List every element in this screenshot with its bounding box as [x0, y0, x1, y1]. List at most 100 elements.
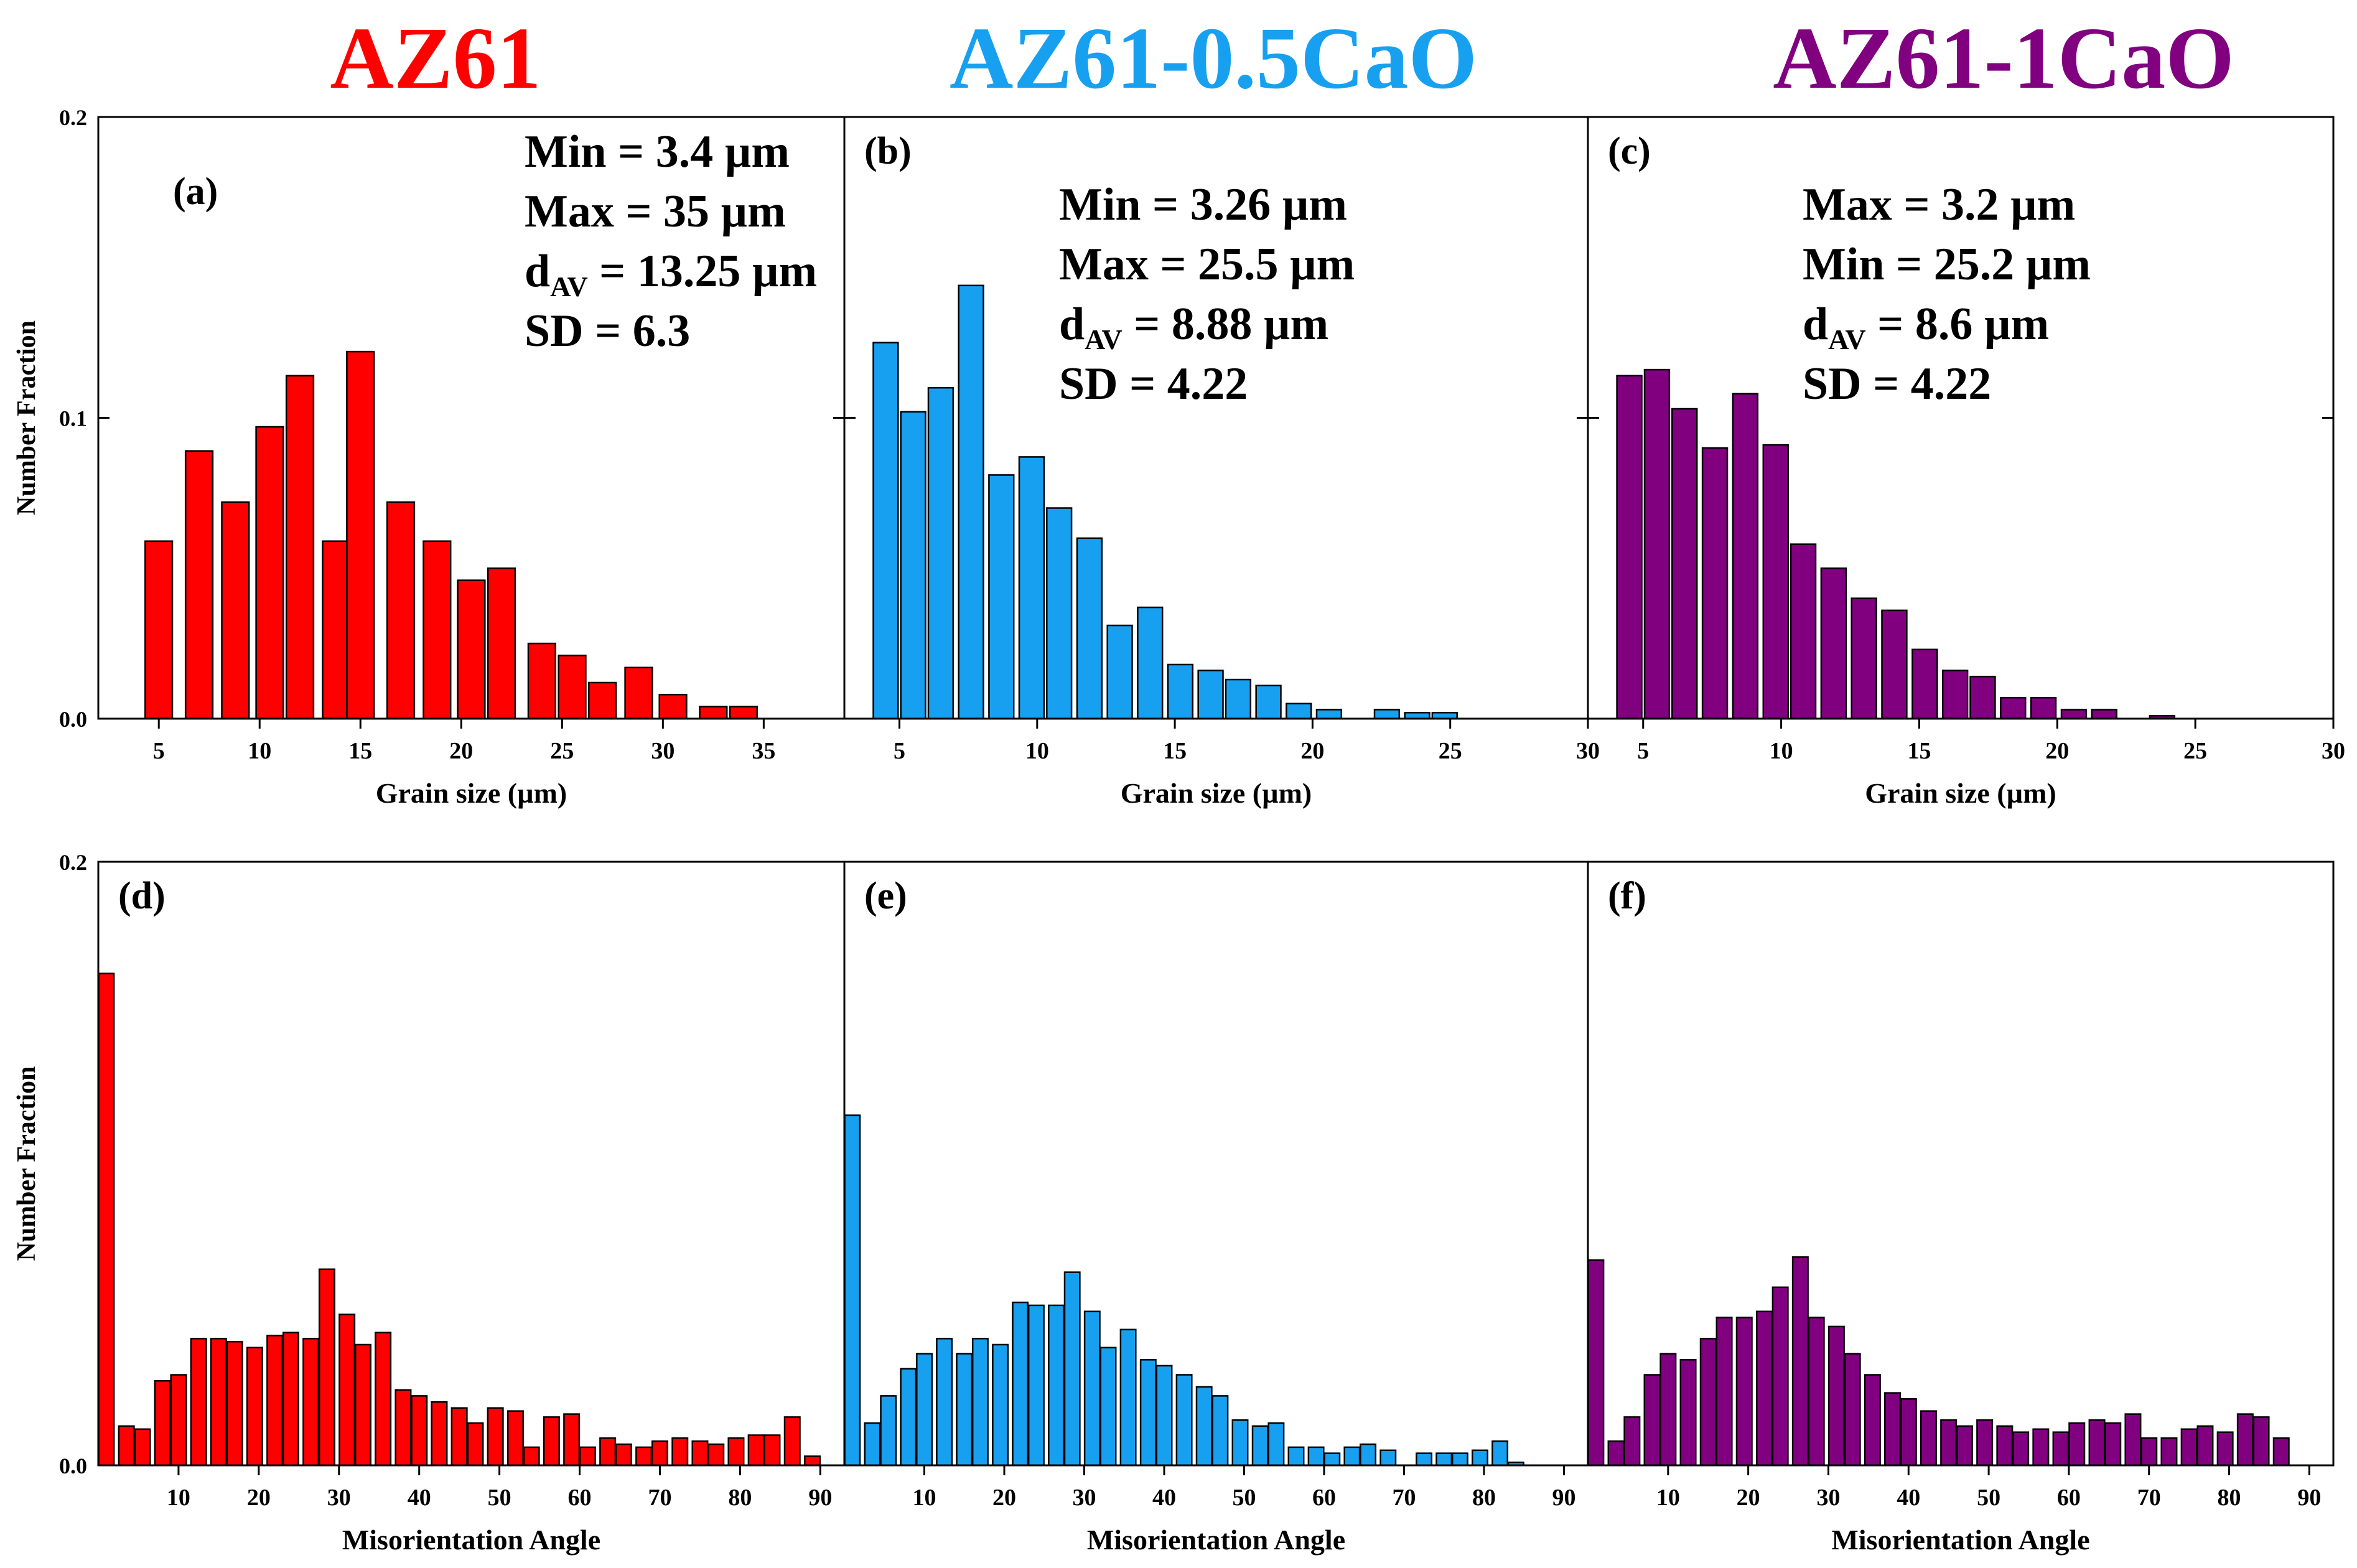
stat-a-2: dAV = 13.25 µm [525, 246, 817, 302]
bar-a-7 [386, 501, 416, 720]
panel-c: 5 10 15 20 25 30 Grain size (µm) (c) Max = 3.2 µ… [1587, 116, 2345, 809]
bar-d-34 [727, 1437, 745, 1467]
xlabel-c: Grain size (µm) [1865, 777, 2056, 809]
title-az61-1cao: AZ61-1CaO [1773, 9, 2234, 107]
bar-f-15 [1864, 1374, 1881, 1467]
bar-e-16 [1139, 1359, 1157, 1467]
xtick-label-b-15: 15 [1163, 738, 1187, 764]
ylabel-a: Number Fraction [12, 320, 41, 515]
bar-e-28 [1360, 1443, 1377, 1467]
ytick-label-a-0.2: 0.2 [59, 105, 87, 130]
xtick-label-b-5: 5 [894, 738, 905, 764]
bar-e-0 [844, 1114, 861, 1467]
bar-f-25 [2052, 1431, 2070, 1467]
xtick-label-b-30: 30 [1576, 738, 1600, 764]
bar-b-11 [1197, 670, 1224, 720]
bar-f-29 [2124, 1413, 2142, 1467]
xtick-label-a-35: 35 [752, 738, 775, 764]
xtick-label-b-10: 10 [1025, 738, 1049, 764]
bar-b-7 [1076, 537, 1103, 720]
xtick-label-d-30: 30 [327, 1485, 351, 1511]
bar-e-11 [1048, 1304, 1065, 1467]
bar-a-9 [457, 579, 486, 720]
xtick-label-f-50: 50 [1977, 1485, 2000, 1511]
bar-c-5 [1762, 444, 1789, 720]
panel-f: 10 20 30 40 50 60 70 80 90 Misorientation Angle (f… [1587, 861, 2335, 1556]
xtick-label-d-90: 90 [808, 1485, 832, 1511]
bar-c-11 [1941, 670, 1969, 720]
xlabel-b: Grain size (µm) [1121, 777, 1312, 809]
bar-a-0 [144, 540, 174, 720]
bar-f-26 [2068, 1422, 2086, 1467]
bar-f-24 [2032, 1428, 2050, 1467]
dav-subscript: AV [1828, 324, 1866, 355]
stat-c-3: SD = 4.22 [1803, 358, 1991, 409]
bar-f-7 [1715, 1317, 1733, 1467]
ytick-label-a-0.1: 0.1 [59, 406, 87, 431]
bar-e-29 [1379, 1449, 1397, 1467]
bar-d-8 [246, 1346, 263, 1467]
xtick-label-e-10: 10 [912, 1485, 936, 1511]
bar-d-31 [671, 1437, 689, 1467]
bar-d-7 [226, 1340, 243, 1467]
bar-d-35 [747, 1434, 765, 1467]
bar-f-22 [1996, 1425, 2014, 1467]
stat-a-3: SD = 6.3 [525, 306, 690, 357]
xtick-label-e-60: 60 [1312, 1485, 1336, 1511]
bar-b-5 [1018, 456, 1045, 720]
bar-d-25 [563, 1413, 581, 1467]
bar-d-9 [266, 1335, 284, 1467]
xtick-label-c-30: 30 [2322, 738, 2345, 764]
panel-label-f: (f) [1608, 875, 1646, 917]
bar-f-0 [1587, 1259, 1605, 1467]
xtick-label-d-50: 50 [488, 1485, 511, 1511]
panel-b: 5 10 15 20 25 30 Grain size (µm) (b) Min = 3.26 … [843, 116, 1600, 809]
xtick-label-f-70: 70 [2137, 1485, 2161, 1511]
bar-f-4 [1659, 1353, 1677, 1467]
bar-d-30 [651, 1440, 668, 1467]
stat-a-0: Min = 3.4 µm [525, 126, 790, 177]
bar-c-8 [1851, 597, 1877, 720]
xtick-label-a-20: 20 [449, 738, 473, 764]
bar-f-27 [2088, 1419, 2106, 1467]
bar-a-13 [588, 681, 617, 720]
bar-e-8 [992, 1343, 1009, 1467]
bar-e-7 [971, 1338, 989, 1467]
xtick-label-e-70: 70 [1392, 1485, 1416, 1511]
dav-subscript: AV [1085, 324, 1122, 355]
xtick-label-f-80: 80 [2218, 1485, 2241, 1511]
bar-b-9 [1137, 606, 1164, 720]
xlabel-d: Misorientation Angle [342, 1524, 600, 1556]
bar-e-12 [1063, 1271, 1081, 1467]
bar-a-2 [221, 501, 250, 720]
panel-label-a: (a) [173, 170, 218, 213]
bar-e-6 [956, 1353, 973, 1467]
bar-f-31 [2160, 1437, 2178, 1467]
dav-value: = 13.25 µm [588, 246, 817, 297]
title-az61-0.5cao: AZ61-0.5CaO [949, 9, 1478, 107]
bar-b-10 [1167, 663, 1194, 720]
xtick-label-f-10: 10 [1656, 1485, 1680, 1511]
bar-f-18 [1920, 1410, 1937, 1467]
bar-e-3 [900, 1368, 917, 1467]
xtick-label-b-25: 25 [1439, 738, 1462, 764]
bar-a-4 [285, 375, 315, 720]
bar-c-13 [2000, 696, 2027, 720]
bar-c-2 [1671, 408, 1698, 720]
panel-label-e: (e) [864, 875, 907, 917]
bar-e-18 [1175, 1374, 1193, 1467]
bar-f-35 [2236, 1413, 2254, 1467]
bar-e-20 [1211, 1395, 1229, 1467]
xtick-label-e-80: 80 [1472, 1485, 1496, 1511]
bar-f-36 [2252, 1416, 2270, 1467]
bar-a-12 [558, 655, 587, 720]
ytick-label-d-0.2: 0.2 [59, 850, 87, 875]
bar-b-3 [958, 284, 984, 720]
bar-a-1 [184, 450, 214, 720]
xtick-label-a-5: 5 [153, 738, 165, 764]
bar-f-17 [1900, 1398, 1917, 1467]
xtick-label-f-30: 30 [1816, 1485, 1840, 1511]
bar-e-24 [1287, 1446, 1305, 1467]
bar-b-15 [1315, 709, 1343, 720]
